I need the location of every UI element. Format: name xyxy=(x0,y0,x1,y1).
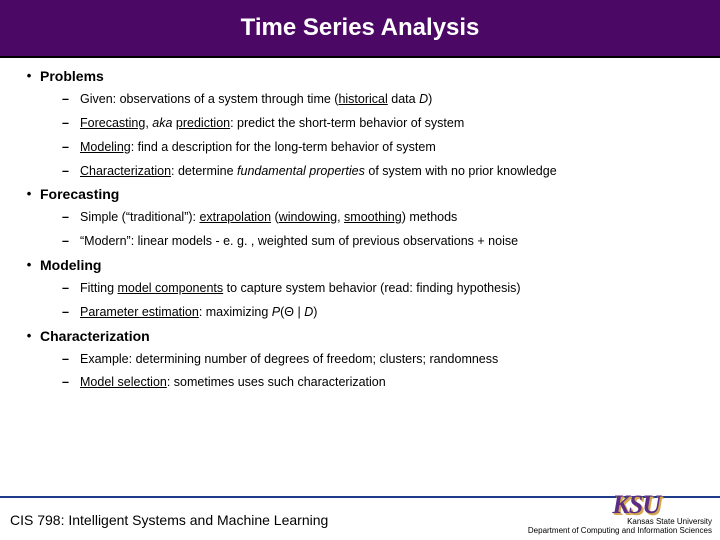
item-text: Model selection: sometimes uses such cha… xyxy=(80,374,702,391)
dash-icon: – xyxy=(62,209,80,226)
course-label: CIS 798: Intelligent Systems and Machine… xyxy=(10,512,328,528)
department-name: Department of Computing and Information … xyxy=(528,526,712,536)
sub-list: –Given: observations of a system through… xyxy=(18,91,702,180)
content-area: • Problems –Given: observations of a sys… xyxy=(0,58,720,391)
footer-attribution: Kansas State University Department of Co… xyxy=(528,517,712,536)
section-title: Forecasting xyxy=(40,186,119,202)
list-item: –Fitting model components to capture sys… xyxy=(62,280,702,297)
dash-icon: – xyxy=(62,280,80,297)
list-item: –Model selection: sometimes uses such ch… xyxy=(62,374,702,391)
sub-list: –Simple (“traditional”): extrapolation (… xyxy=(18,209,702,250)
list-item: –Characterization: determine fundamental… xyxy=(62,163,702,180)
list-item: –Forecasting, aka prediction: predict th… xyxy=(62,115,702,132)
footer-divider xyxy=(12,498,540,499)
item-text: “Modern”: linear models - e. g. , weight… xyxy=(80,233,702,250)
list-item: –Simple (“traditional”): extrapolation (… xyxy=(62,209,702,226)
list-item: –Given: observations of a system through… xyxy=(62,91,702,108)
item-text: Example: determining number of degrees o… xyxy=(80,351,702,368)
dash-icon: – xyxy=(62,304,80,321)
dash-icon: – xyxy=(62,233,80,250)
dash-icon: – xyxy=(62,163,80,180)
title-bar: Time Series Analysis xyxy=(0,0,720,58)
item-text: Modeling: find a description for the lon… xyxy=(80,139,702,156)
list-item: –Example: determining number of degrees … xyxy=(62,351,702,368)
section-problems: • Problems –Given: observations of a sys… xyxy=(18,68,702,179)
list-item: –Parameter estimation: maximizing P(Θ | … xyxy=(62,304,702,321)
bullet-icon: • xyxy=(18,328,40,345)
section-title: Characterization xyxy=(40,328,150,344)
section-title: Modeling xyxy=(40,257,101,273)
item-text: Given: observations of a system through … xyxy=(80,91,702,108)
item-text: Simple (“traditional”): extrapolation (w… xyxy=(80,209,702,226)
item-text: Forecasting, aka prediction: predict the… xyxy=(80,115,702,132)
section-modeling: • Modeling –Fitting model components to … xyxy=(18,257,702,321)
item-text: Characterization: determine fundamental … xyxy=(80,163,702,180)
dash-icon: – xyxy=(62,91,80,108)
item-text: Fitting model components to capture syst… xyxy=(80,280,702,297)
section-header: • Characterization xyxy=(18,328,702,345)
dash-icon: – xyxy=(62,374,80,391)
dash-icon: – xyxy=(62,139,80,156)
section-characterization: • Characterization –Example: determining… xyxy=(18,328,702,392)
sub-list: –Example: determining number of degrees … xyxy=(18,351,702,392)
footer: CIS 798: Intelligent Systems and Machine… xyxy=(0,496,720,540)
section-header: • Modeling xyxy=(18,257,702,274)
bullet-icon: • xyxy=(18,186,40,203)
section-header: • Forecasting xyxy=(18,186,702,203)
dash-icon: – xyxy=(62,351,80,368)
section-header: • Problems xyxy=(18,68,702,85)
university-name: Kansas State University xyxy=(528,517,712,527)
item-text: Parameter estimation: maximizing P(Θ | D… xyxy=(80,304,702,321)
section-forecasting: • Forecasting –Simple (“traditional”): e… xyxy=(18,186,702,250)
section-title: Problems xyxy=(40,68,104,84)
sub-list: –Fitting model components to capture sys… xyxy=(18,280,702,321)
slide-title: Time Series Analysis xyxy=(241,14,480,42)
dash-icon: – xyxy=(62,115,80,132)
bullet-icon: • xyxy=(18,257,40,274)
bullet-icon: • xyxy=(18,68,40,85)
ksu-logo: KSU xyxy=(612,490,660,520)
list-item: –Modeling: find a description for the lo… xyxy=(62,139,702,156)
list-item: –“Modern”: linear models - e. g. , weigh… xyxy=(62,233,702,250)
